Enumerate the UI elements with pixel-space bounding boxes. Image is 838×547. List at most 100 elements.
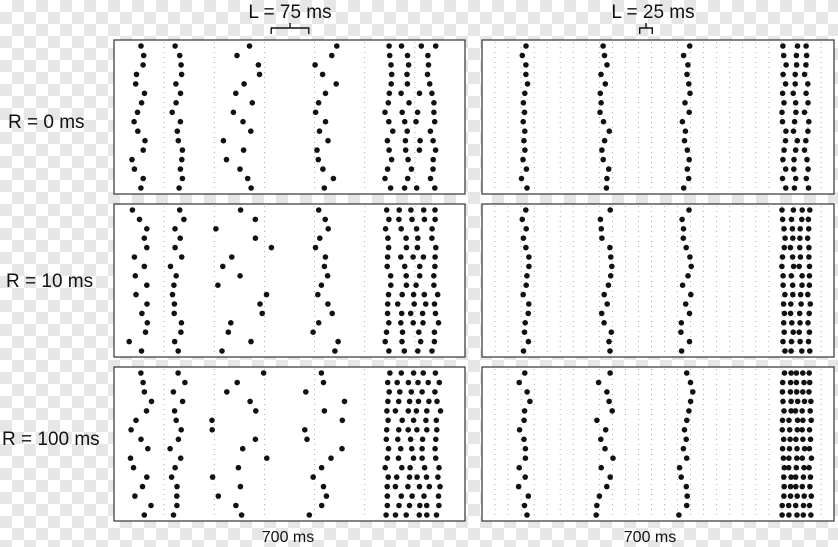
panel-c1-r3	[113, 366, 466, 522]
spike-dot	[406, 398, 413, 405]
spike-dot	[522, 128, 528, 134]
spike-dot	[684, 493, 690, 499]
spike-dot	[687, 254, 693, 260]
spike-dot	[807, 207, 813, 213]
spike-dot	[522, 474, 528, 480]
spike-dot	[680, 226, 687, 232]
spike-dot	[416, 90, 423, 97]
spike-dot	[320, 483, 327, 490]
spike-dot	[401, 118, 408, 125]
spike-dot	[319, 71, 326, 78]
time-scale-labels: 700 ms 700 ms	[262, 529, 676, 546]
spike-dot	[339, 445, 345, 452]
spike-dot	[680, 52, 687, 59]
spike-dot	[237, 166, 243, 172]
spike-dot	[223, 156, 230, 163]
spike-dot	[382, 226, 389, 232]
spike-dot	[174, 483, 180, 490]
spike-dot	[595, 379, 602, 386]
spike-dot	[800, 436, 806, 443]
spike-dot	[143, 408, 150, 414]
spike-dot	[248, 128, 254, 134]
spike-dot	[388, 156, 395, 163]
spike-dot	[792, 175, 799, 182]
spike-dot	[403, 244, 410, 251]
spike-dot	[781, 370, 788, 376]
spike-dot	[126, 338, 132, 345]
spike-dot	[333, 81, 340, 87]
spike-dot	[315, 320, 322, 326]
spike-dot	[421, 493, 427, 499]
spike-dot	[803, 137, 809, 144]
spike-dot	[794, 445, 800, 452]
spike-dot	[805, 166, 811, 172]
spike-dot	[779, 175, 786, 182]
spike-dot	[142, 137, 148, 144]
spike-dot	[806, 427, 813, 433]
spike-dot	[240, 147, 247, 153]
spike-dot	[518, 175, 525, 182]
spike-dot	[782, 137, 789, 144]
spike-dot	[798, 301, 804, 307]
spike-dot	[780, 436, 787, 443]
spike-dot	[425, 52, 431, 59]
panel-frame	[113, 366, 466, 522]
spike-dot	[260, 370, 267, 376]
spike-dot	[398, 370, 405, 376]
spike-dot	[786, 417, 792, 424]
spike-dot	[401, 185, 408, 191]
spike-dot	[781, 483, 787, 490]
spike-dot	[418, 43, 425, 49]
spike-dot	[788, 474, 794, 480]
row-label-r0: R = 0 ms	[8, 112, 85, 133]
spike-dot	[806, 310, 812, 317]
spike-dot	[332, 348, 338, 354]
spike-dot	[681, 137, 688, 144]
spike-dot	[386, 147, 392, 153]
spike-dot	[144, 244, 150, 251]
spike-dot	[429, 348, 435, 354]
spike-dot	[808, 455, 815, 462]
spike-dot	[808, 512, 814, 518]
spike-dot	[386, 90, 393, 97]
spike-dot	[310, 474, 317, 480]
spike-dot	[801, 109, 808, 116]
spike-dot	[793, 62, 800, 68]
spike-dot	[803, 175, 810, 182]
spike-dot	[398, 226, 405, 232]
duration-brackets	[270, 23, 653, 34]
spike-dot	[215, 282, 221, 289]
spike-dot	[790, 329, 796, 336]
spike-dot	[420, 254, 427, 260]
spike-dot	[520, 100, 527, 106]
spike-dot	[175, 436, 182, 443]
spike-dot	[790, 263, 797, 270]
spike-dot	[806, 254, 812, 260]
spike-dot	[683, 244, 689, 251]
spike-dot	[392, 408, 399, 414]
spike-dot	[797, 291, 804, 298]
spike-dot	[598, 226, 605, 232]
spike-dot	[684, 71, 690, 78]
spike-dot	[686, 310, 693, 317]
spike-dot	[610, 455, 616, 462]
bracket-l25	[639, 23, 653, 34]
spike-dot	[386, 52, 393, 59]
spike-dot	[688, 263, 694, 270]
spike-dot	[433, 436, 439, 443]
spike-dot	[419, 389, 425, 395]
spike-dot	[432, 207, 438, 213]
spike-dot	[789, 254, 796, 260]
spike-dot	[395, 436, 401, 443]
spike-dot	[259, 310, 266, 317]
spike-dot	[806, 329, 813, 336]
spike-dot	[398, 493, 405, 499]
spike-dot	[806, 118, 812, 125]
spike-dot	[607, 244, 613, 251]
spike-dot	[606, 338, 612, 345]
spike-dot	[598, 464, 604, 471]
spike-dot	[140, 62, 146, 68]
spike-dot	[241, 81, 247, 87]
spike-dot	[792, 81, 798, 87]
spike-dot	[785, 464, 792, 471]
